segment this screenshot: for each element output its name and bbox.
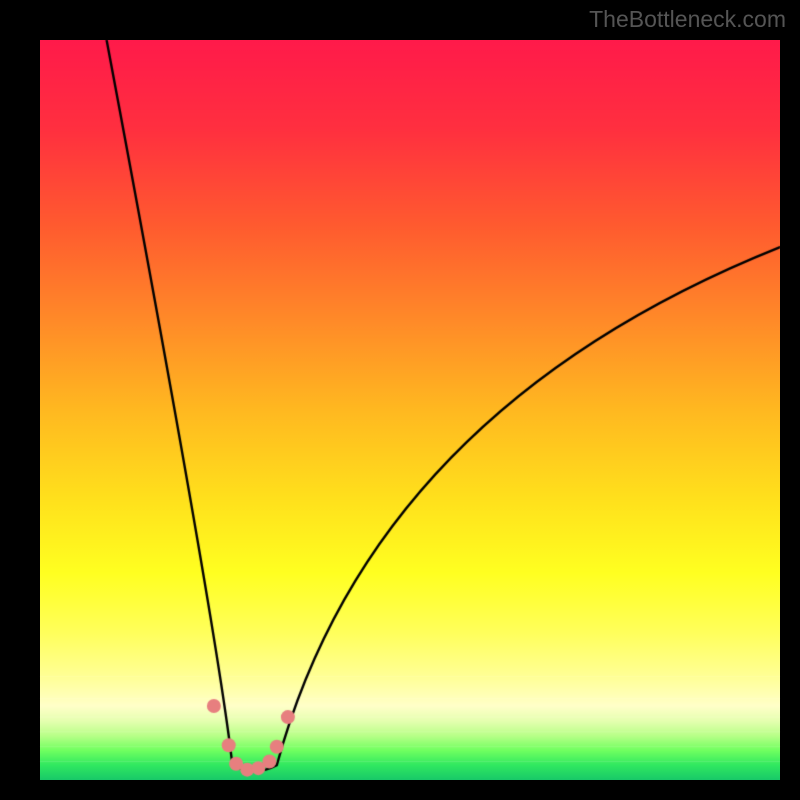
bottleneck-curve-canvas — [0, 0, 800, 800]
chart-stage: TheBottleneck.com — [0, 0, 800, 800]
watermark-text: TheBottleneck.com — [589, 6, 786, 33]
